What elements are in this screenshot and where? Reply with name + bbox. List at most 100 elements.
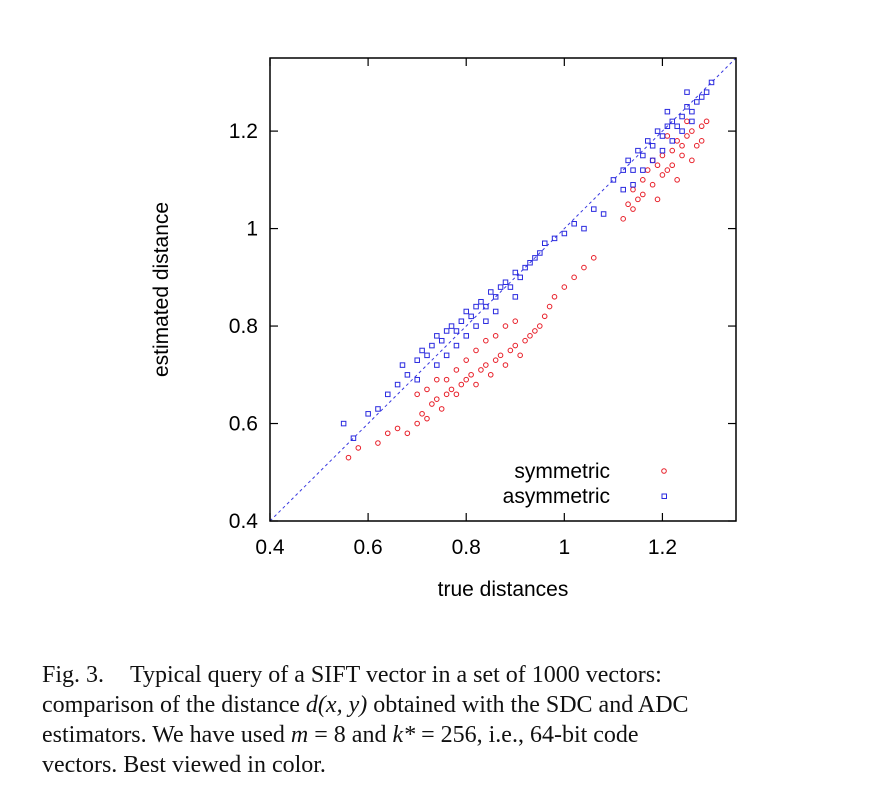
point-asymmetric	[512, 269, 519, 276]
point-symmetric	[703, 118, 710, 125]
point-asymmetric	[664, 108, 671, 115]
point-symmetric	[689, 157, 695, 164]
x-tick-label: 1	[558, 536, 570, 559]
reference-line-y-equals-x	[269, 57, 737, 522]
point-asymmetric	[385, 391, 391, 398]
x-tick-label: 0.8	[452, 536, 481, 559]
point-asymmetric	[517, 274, 523, 281]
y-tick-label: 1.2	[229, 120, 258, 143]
point-asymmetric	[708, 79, 715, 86]
point-asymmetric	[448, 323, 455, 329]
caption-line-2-pre: comparison of the distance	[42, 692, 306, 718]
point-symmetric	[640, 191, 646, 198]
point-symmetric	[630, 206, 636, 212]
point-symmetric	[635, 196, 641, 203]
point-symmetric	[517, 352, 523, 359]
figure-caption: Fig. 3. Typical query of a SIFT vector in…	[42, 660, 862, 780]
point-asymmetric	[591, 206, 597, 212]
point-asymmetric	[438, 337, 445, 344]
point-symmetric	[502, 323, 509, 329]
point-symmetric	[424, 415, 430, 422]
point-symmetric	[497, 352, 504, 359]
point-symmetric	[424, 386, 430, 393]
point-asymmetric	[453, 342, 460, 349]
point-symmetric	[443, 376, 450, 383]
y-tick-label: 0.4	[229, 510, 259, 533]
point-asymmetric	[625, 157, 631, 164]
caption-line-2-post: obtained with the SDC and ADC	[367, 692, 689, 718]
point-asymmetric	[340, 420, 347, 427]
point-asymmetric	[640, 152, 646, 159]
caption-line-3-pre: estimators. We have used	[42, 722, 291, 748]
point-asymmetric	[414, 357, 420, 363]
point-asymmetric	[654, 128, 661, 134]
point-asymmetric	[649, 143, 656, 149]
point-symmetric	[448, 386, 455, 393]
point-asymmetric	[600, 211, 607, 217]
point-symmetric	[664, 167, 671, 173]
point-symmetric	[394, 425, 401, 432]
point-symmetric	[571, 274, 577, 281]
point-symmetric	[659, 172, 666, 178]
point-asymmetric	[502, 279, 509, 285]
point-asymmetric	[659, 147, 666, 154]
point-asymmetric	[679, 128, 685, 134]
caption-line-4: vectors. Best viewed in color.	[42, 752, 326, 778]
caption-math-m: m	[290, 722, 309, 748]
point-symmetric	[468, 371, 474, 378]
point-asymmetric	[458, 318, 465, 324]
point-asymmetric	[551, 235, 558, 242]
point-symmetric	[581, 264, 587, 271]
caption-line-3-mid: = 8 and	[308, 722, 393, 748]
y-tick-label: 0.6	[229, 413, 258, 436]
point-asymmetric	[492, 308, 499, 315]
scatter-plot: 0.4 0.6 0.8 1 1.2 0.4 0.6 0.8 1 1.2 true distance…	[150, 57, 737, 601]
point-asymmetric	[684, 89, 690, 95]
y-tick-label: 1	[246, 218, 258, 241]
point-symmetric	[590, 255, 597, 261]
point-symmetric	[669, 162, 676, 169]
point-asymmetric	[669, 138, 676, 144]
point-asymmetric	[669, 118, 676, 125]
point-asymmetric	[375, 406, 381, 412]
point-symmetric	[473, 347, 479, 354]
y-tick-label: 0.8	[229, 315, 258, 338]
point-asymmetric	[424, 352, 430, 359]
point-asymmetric	[483, 303, 489, 310]
figure: 0.4 0.6 0.8 1 1.2 0.4 0.6 0.8 1 1.2 true distance…	[150, 57, 737, 601]
point-asymmetric	[689, 118, 695, 125]
point-asymmetric	[703, 89, 710, 95]
caption-math-k: k*	[392, 722, 416, 748]
point-symmetric	[492, 333, 499, 339]
legend-symmetric-marker	[661, 468, 667, 474]
point-asymmetric	[488, 289, 494, 295]
point-asymmetric	[365, 411, 371, 417]
point-symmetric	[536, 323, 543, 329]
point-asymmetric	[698, 94, 705, 100]
point-asymmetric	[463, 308, 470, 315]
point-symmetric	[674, 177, 680, 183]
point-symmetric	[483, 362, 489, 368]
point-symmetric	[419, 410, 425, 417]
point-asymmetric	[394, 381, 401, 388]
point-symmetric	[679, 142, 685, 149]
point-symmetric	[414, 420, 420, 427]
point-symmetric	[463, 357, 470, 363]
point-symmetric	[679, 152, 685, 159]
point-asymmetric	[532, 255, 538, 261]
figure-label: Fig. 3.	[42, 662, 105, 688]
point-asymmetric	[497, 284, 504, 290]
point-symmetric	[375, 440, 381, 446]
point-symmetric	[404, 430, 411, 437]
point-symmetric	[433, 376, 440, 383]
point-asymmetric	[507, 284, 514, 290]
point-asymmetric	[434, 362, 440, 368]
point-symmetric	[532, 328, 538, 334]
point-symmetric	[429, 401, 435, 407]
point-symmetric	[492, 357, 499, 363]
point-asymmetric	[664, 123, 671, 130]
point-symmetric	[453, 367, 460, 373]
point-symmetric	[541, 313, 548, 320]
point-asymmetric	[522, 264, 528, 271]
point-asymmetric	[473, 303, 479, 310]
